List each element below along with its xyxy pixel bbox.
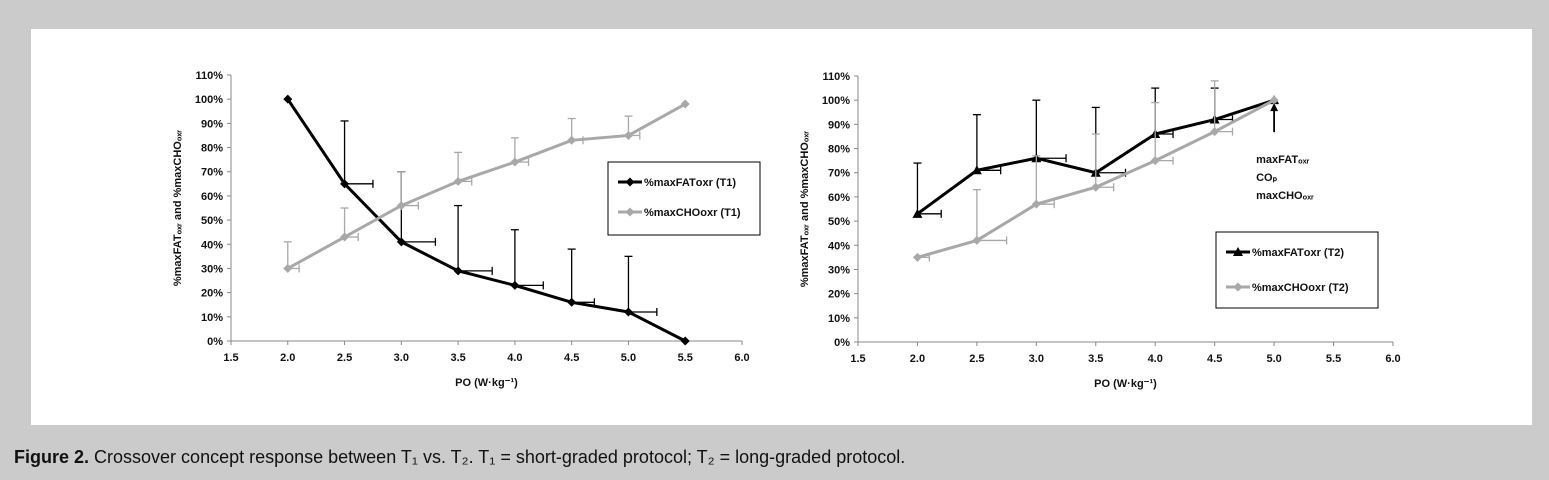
data-point: [623, 130, 633, 140]
x-tick-label: 5.0: [621, 352, 636, 364]
y-axis-label: %maxFATₒₓᵣ and %maxCHOₒₓᵣ: [172, 130, 184, 287]
data-point: [1091, 182, 1101, 192]
x-tick-label: 3.0: [1029, 353, 1044, 365]
x-tick-label: 3.5: [450, 352, 465, 364]
y-tick-label: 30%: [828, 264, 850, 276]
data-point: [680, 336, 690, 346]
y-tick-label: 50%: [828, 216, 850, 228]
annotation-text: COₚ: [1256, 172, 1278, 184]
x-tick-label: 5.5: [1326, 353, 1341, 365]
data-point: [567, 135, 577, 145]
figure-caption: Figure 2. Crossover concept response bet…: [14, 447, 905, 468]
y-tick-label: 80%: [201, 143, 223, 155]
x-tick-label: 3.0: [394, 352, 409, 364]
data-point: [1269, 95, 1279, 105]
x-tick-label: 2.0: [910, 353, 925, 365]
y-tick-label: 90%: [828, 119, 850, 131]
legend-swatch-marker: [1233, 282, 1243, 292]
y-tick-label: 10%: [828, 313, 850, 325]
data-point: [453, 176, 463, 186]
x-tick-label: 1.5: [223, 352, 238, 364]
figure-panel: 0% 10% 20% 30% 40% 50% 60% 70% 80% 90% 100% 110% 1.5…: [31, 29, 1532, 425]
legend-box: [607, 161, 761, 236]
x-tick-label: 4.5: [1207, 353, 1222, 365]
y-tick-label: 20%: [201, 288, 223, 300]
x-axis-label: PO (W·kg⁻¹): [455, 377, 518, 389]
annotation-arrowhead: [1270, 103, 1279, 112]
x-tick-label: 2.0: [280, 352, 295, 364]
chart-right: 0% 10% 20% 30% 40% 50% 60% 70% 80% 90% 100% 110% 1.5…: [799, 71, 1401, 390]
x-axis-label: PO (W·kg⁻¹): [1094, 378, 1157, 390]
data-point: [510, 280, 520, 290]
y-tick-label: 60%: [201, 191, 223, 203]
data-point: [340, 179, 350, 189]
data-point: [680, 99, 690, 109]
legend-swatch-marker: [1233, 247, 1243, 256]
data-point: [1210, 127, 1220, 137]
y-tick-label: 60%: [828, 192, 850, 204]
y-tick-label: 70%: [201, 167, 223, 179]
data-point: [283, 94, 293, 104]
y-tick-label: 80%: [828, 144, 850, 156]
y-tick-label: 40%: [828, 240, 850, 252]
legend-entry: %maxCHOоxr (T1): [644, 207, 741, 219]
annotation-text: maxCHOₒₓᵣ: [1256, 190, 1314, 202]
legend-entry: %maxFATоxr (T1): [644, 177, 736, 189]
y-tick-label: 30%: [201, 263, 223, 275]
y-tick-label: 70%: [828, 168, 850, 180]
x-tick-label: 6.0: [1385, 353, 1400, 365]
data-point: [396, 237, 406, 247]
series-line-cho: [287, 102, 686, 270]
legend-entry: %maxFATоxr (T2): [1252, 247, 1344, 259]
legend-box: [1215, 231, 1379, 309]
x-tick-label: 4.0: [507, 352, 522, 364]
y-tick-label: 10%: [201, 312, 223, 324]
y-tick-label: 100%: [195, 94, 223, 106]
data-point: [283, 263, 293, 273]
data-point: [1031, 199, 1041, 209]
data-point: [567, 297, 577, 307]
data-point: [510, 157, 520, 167]
y-tick-label: 0%: [207, 336, 223, 348]
data-point: [912, 252, 922, 262]
data-point: [623, 307, 633, 317]
y-tick-label: 90%: [201, 118, 223, 130]
x-tick-label: 5.5: [678, 352, 693, 364]
x-tick-label: 1.5: [850, 353, 865, 365]
chart-left: 0% 10% 20% 30% 40% 50% 60% 70% 80% 90% 100% 110% 1.5…: [172, 70, 761, 389]
series-line-fat: [286, 98, 686, 343]
data-point: [340, 232, 350, 242]
data-point: [971, 165, 982, 175]
y-tick-label: 50%: [201, 215, 223, 227]
x-tick-label: 4.0: [1148, 353, 1163, 365]
y-tick-label: 40%: [201, 239, 223, 251]
legend-swatch-marker: [625, 207, 635, 217]
x-tick-label: 2.5: [969, 353, 984, 365]
y-tick-label: 0%: [834, 337, 850, 349]
y-axis-label: %maxFATₒₓᵣ and %maxCHOₒₓᵣ: [799, 131, 811, 288]
data-point: [972, 235, 982, 245]
data-point: [1150, 156, 1160, 166]
data-point: [912, 208, 923, 218]
annotation-text: maxFATₒₓᵣ: [1256, 154, 1310, 166]
legend-swatch-marker: [625, 177, 635, 187]
caption-text: Crossover concept response between T₁ vs…: [94, 447, 906, 467]
caption-label: Figure 2.: [14, 447, 90, 467]
y-tick-label: 110%: [822, 71, 850, 83]
legend-entry: %maxCHOоxr (T2): [1252, 282, 1349, 294]
x-tick-label: 2.5: [337, 352, 352, 364]
y-tick-label: 100%: [822, 95, 850, 107]
x-tick-label: 3.5: [1088, 353, 1103, 365]
data-point: [396, 201, 406, 211]
x-tick-label: 5.0: [1266, 353, 1281, 365]
x-tick-label: 4.5: [564, 352, 579, 364]
y-tick-label: 110%: [195, 70, 223, 82]
y-tick-label: 20%: [828, 289, 850, 301]
x-tick-label: 6.0: [734, 352, 749, 364]
data-point: [453, 266, 463, 276]
